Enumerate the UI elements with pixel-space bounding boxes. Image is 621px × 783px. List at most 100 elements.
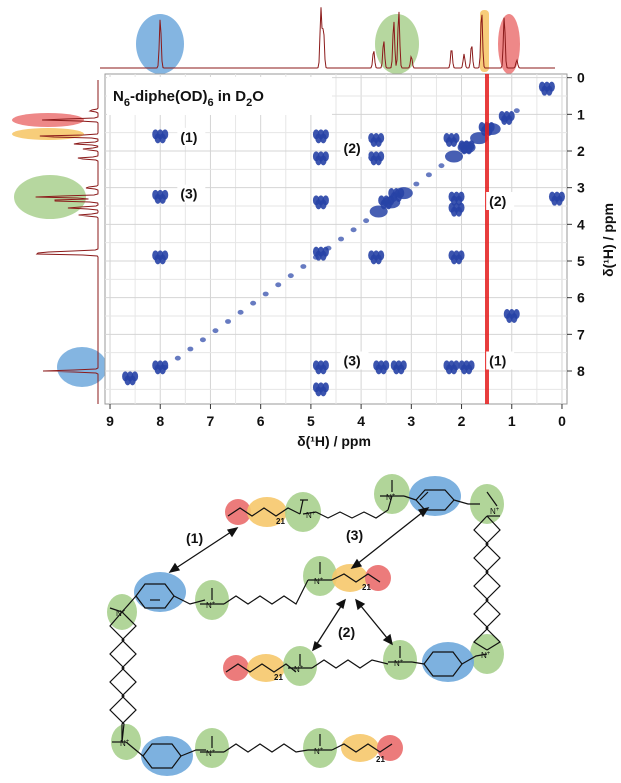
nitrogen-atoms: N+ N+ N+ N+ N+ N+ N+ N+ N+ N+ N+ N+	[116, 493, 500, 758]
diagonal-peak	[438, 163, 445, 169]
green-ellipse-1	[285, 492, 321, 532]
cross-peak	[152, 189, 169, 204]
x-tick-label: 5	[307, 413, 315, 429]
peak-label: (1)	[489, 353, 506, 369]
diagonal-peak	[413, 181, 420, 187]
diagonal-peak	[262, 291, 269, 297]
cross-peak	[443, 360, 460, 375]
peak-label: (3)	[180, 186, 197, 202]
cross-peak	[443, 133, 460, 147]
y-tick-label: 2	[577, 143, 585, 159]
y-tick-label: 3	[577, 180, 585, 196]
cross-peak	[368, 250, 385, 265]
scheme-subscript-2: 21	[362, 583, 371, 592]
scheme-label-1: (1)	[186, 530, 203, 546]
yellow-ellipse-3	[247, 654, 285, 682]
plot-title: N6-diphe(OD)6 in D2O	[113, 88, 264, 109]
svg-text:N+: N+	[314, 577, 324, 586]
red-circle-3	[223, 655, 249, 681]
x-tick-label: 8	[156, 413, 164, 429]
diagonal-peak	[287, 273, 294, 279]
left-1d-spectrum	[12, 80, 107, 404]
cross-peak	[312, 151, 329, 166]
blue-ellipse-4	[141, 736, 193, 776]
diagonal-peak	[350, 227, 357, 233]
cross-peak	[312, 129, 329, 144]
diagonal-peak	[325, 245, 332, 251]
plot-area: N6-diphe(OD)6 in D2O (1) (2) (3) (2) (3) (1)	[104, 73, 568, 405]
green-ellipse-2	[374, 474, 410, 514]
green-ellipse-12	[303, 728, 337, 768]
x-tick-label: 0	[558, 413, 566, 429]
peak-label: (2)	[344, 140, 361, 156]
scheme-arrows	[168, 507, 430, 652]
cross-peak	[390, 360, 407, 375]
svg-text:N+: N+	[394, 659, 404, 668]
scheme-highlights	[107, 474, 504, 776]
x-tick-label: 7	[207, 413, 215, 429]
solvent-stripe	[485, 74, 489, 404]
highlight-blue-left	[57, 347, 107, 387]
yellow-ellipse-1	[247, 497, 287, 527]
y-tick-label: 6	[577, 290, 585, 306]
svg-text:N+: N+	[294, 665, 304, 674]
x-tick-label: 9	[106, 413, 114, 429]
peak-label-bg	[177, 184, 206, 203]
highlight-blue-top	[136, 14, 184, 74]
peak-label: (2)	[489, 193, 506, 209]
top-1d-spectrum	[100, 7, 555, 74]
peak-label: (1)	[180, 129, 197, 145]
diagonal-peak	[369, 205, 388, 218]
cross-peak	[503, 309, 520, 323]
svg-text:N+: N+	[120, 739, 130, 748]
scheme-subscript-1: 21	[276, 517, 285, 526]
cross-peak	[448, 250, 465, 265]
scheme-label-3: (3)	[346, 527, 363, 543]
svg-text:N+: N+	[306, 511, 316, 520]
diagonal-peak	[445, 150, 464, 163]
peak-label-bg	[486, 351, 515, 370]
diagonal-peak	[174, 355, 181, 361]
diagonal-peak	[199, 337, 206, 343]
x-tick-label: 1	[508, 413, 516, 429]
cross-peak	[152, 129, 169, 144]
diagonal-peak	[338, 236, 345, 242]
cross-peak	[368, 151, 385, 166]
scheme-subscript-3: 21	[274, 673, 283, 682]
diagonal-peak	[513, 108, 520, 114]
blue-ellipse-2	[134, 572, 186, 612]
cross-peak	[152, 250, 169, 265]
diagonal-peak	[425, 172, 432, 178]
x-tick-label: 4	[357, 413, 365, 429]
diagonal-peak	[212, 328, 219, 334]
red-circle-2	[365, 565, 391, 591]
svg-text:N+: N+	[386, 493, 396, 502]
y-tick-label: 8	[577, 363, 585, 379]
red-circle-4	[377, 735, 403, 761]
diagonal-peak	[394, 187, 413, 200]
scheme-label-2: (2)	[338, 624, 355, 640]
cross-peak	[548, 191, 565, 206]
cross-peak	[458, 360, 475, 375]
green-ellipse-9	[383, 640, 417, 680]
diagonal-peak	[275, 282, 282, 288]
scheme-subscript-4: 21	[376, 755, 385, 764]
diagonal-peak	[501, 117, 508, 123]
diagonal-peak	[162, 364, 169, 370]
highlight-red-top	[498, 14, 520, 74]
peak-label: (3)	[344, 353, 361, 369]
x-axis-label: δ(¹H) / ppm	[297, 433, 371, 449]
y-tick-label: 4	[577, 216, 585, 232]
diagonal-peak	[382, 196, 401, 209]
cross-peak	[312, 195, 329, 210]
x-axis-ticks: 9 8 7 6 5 4 3 2 1 0	[106, 404, 566, 429]
peak-label-bg	[340, 138, 369, 157]
svg-text:N+: N+	[206, 749, 216, 758]
y-axis-label: δ(¹H) / ppm	[600, 203, 616, 277]
cross-peak	[122, 371, 139, 386]
cross-peak	[368, 133, 385, 147]
cross-peak	[448, 202, 465, 217]
x-tick-label: 2	[458, 413, 466, 429]
diagonal-peak	[457, 141, 476, 154]
